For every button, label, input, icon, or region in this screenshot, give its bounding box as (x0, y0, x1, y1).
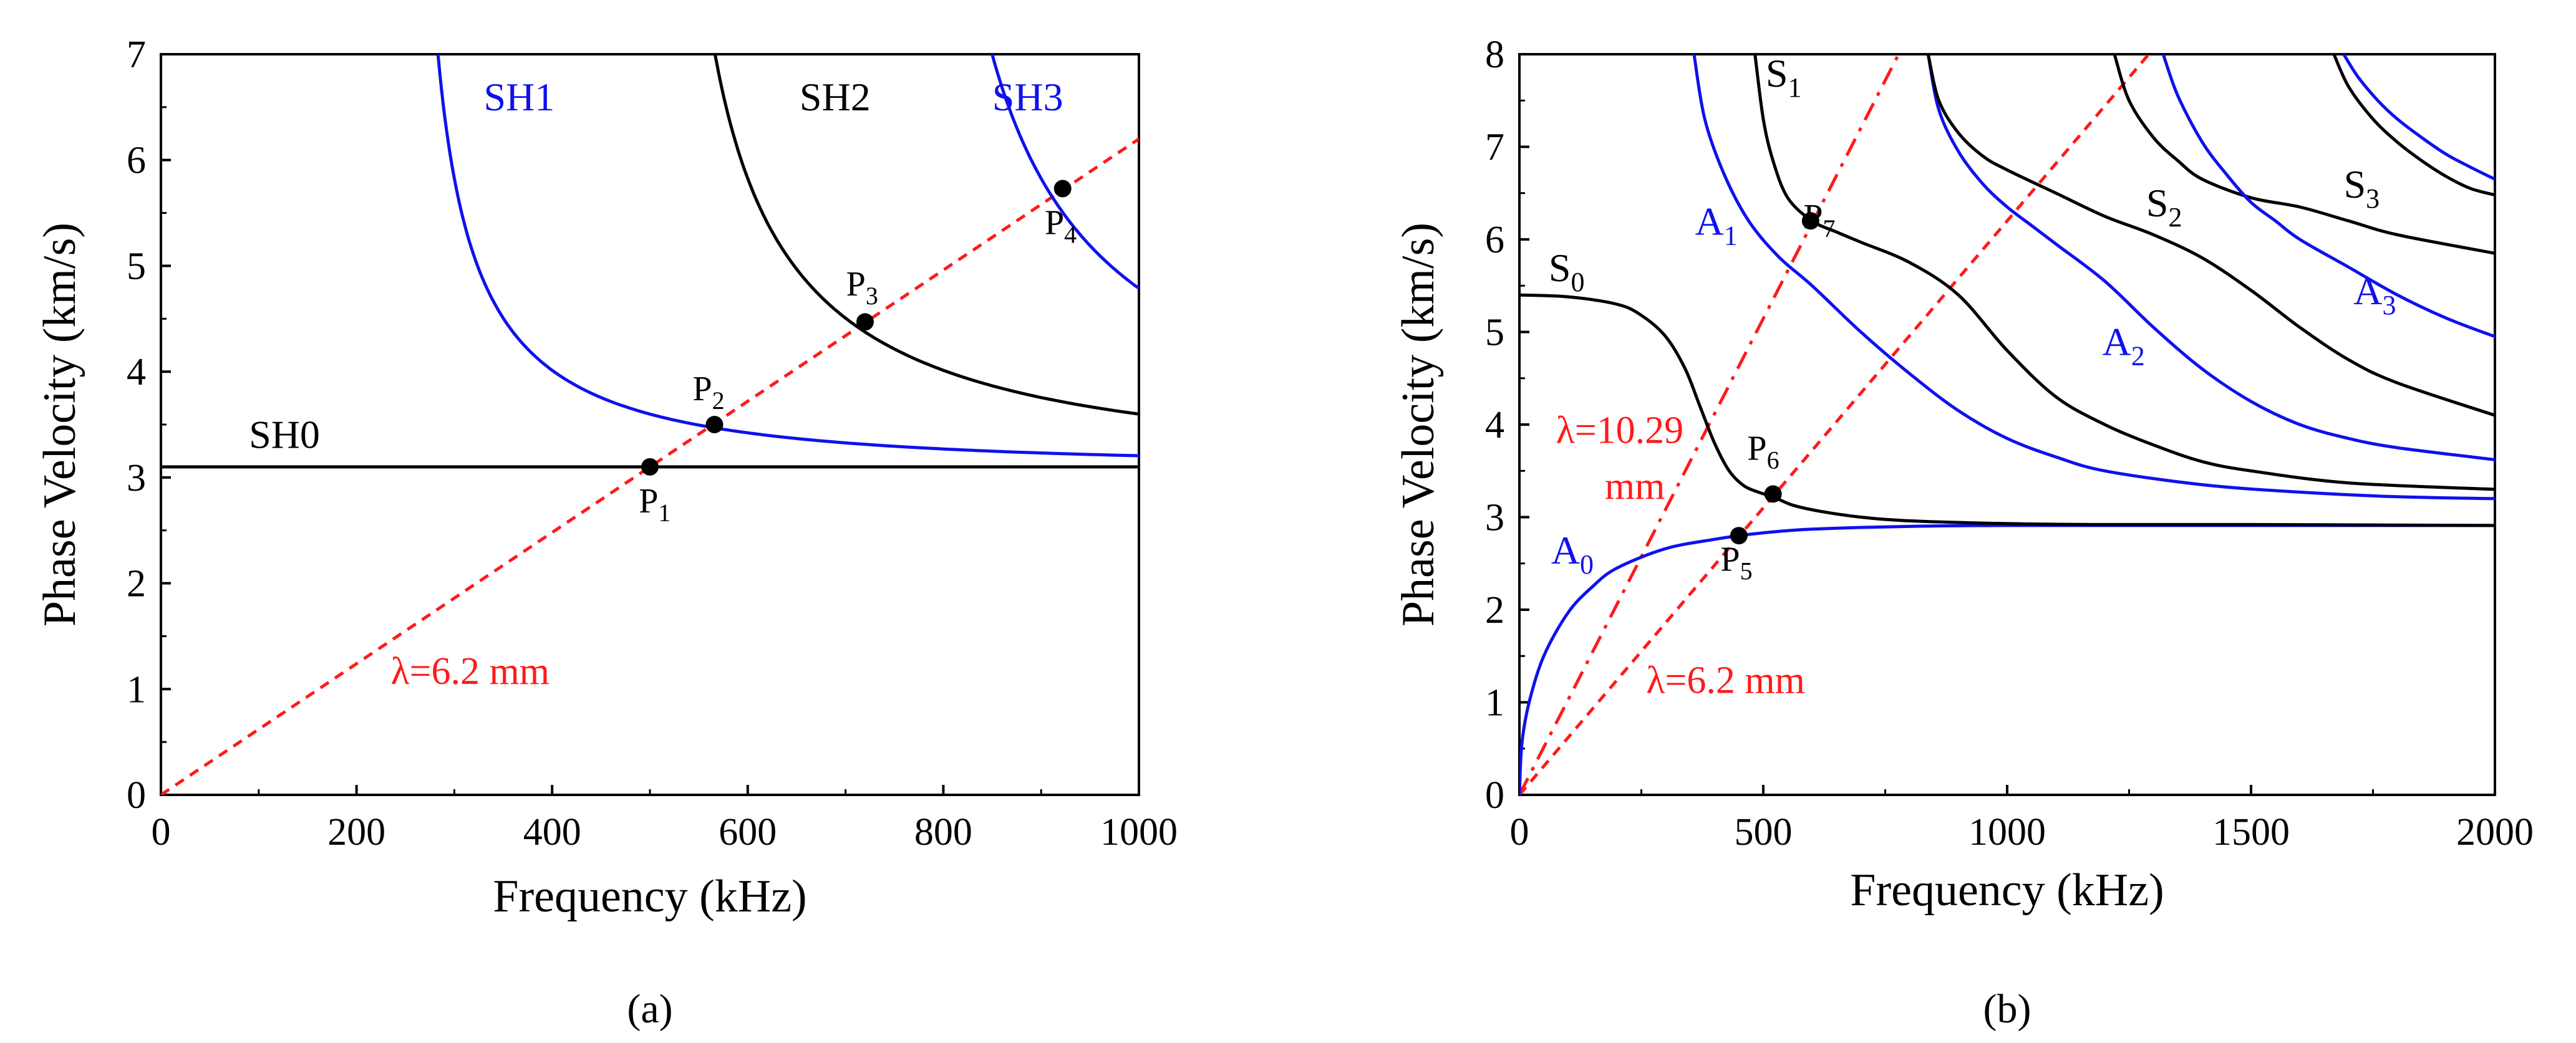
panel-label: (a) (627, 986, 672, 1032)
curve-label: A3 (2353, 269, 2396, 320)
point-p7-marker (1801, 212, 1819, 230)
x-tick-label: 600 (719, 811, 777, 853)
y-tick-label: 1 (127, 668, 146, 711)
series-a1-line (1692, 54, 2495, 501)
y-tick-label: 6 (1485, 219, 1504, 261)
wavelength-annotation: mm (1605, 465, 1665, 507)
panel-label: (b) (1983, 986, 2031, 1032)
point-p3-marker (856, 313, 874, 331)
x-tick-label: 500 (1735, 811, 1793, 853)
x-tick-label: 2000 (2456, 811, 2534, 853)
curve-label: S1 (1766, 51, 1802, 103)
y-tick-label: 4 (1485, 404, 1504, 446)
y-tick-label: 3 (1485, 497, 1504, 539)
x-tick-label: 1000 (1100, 811, 1178, 853)
y-tick-label: 2 (127, 563, 146, 605)
y-tick-label: 6 (127, 140, 146, 182)
y-tick-label: 4 (127, 351, 146, 393)
curve-label: A0 (1551, 528, 1594, 580)
x-tick-label: 400 (523, 811, 581, 853)
point-p4-marker (1053, 180, 1072, 198)
series-a4-line (2342, 54, 2495, 181)
y-axis-title: Phase Velocity (km/s) (34, 223, 85, 627)
curve-label: SH3 (992, 75, 1063, 119)
series-a3-line (2161, 54, 2495, 339)
y-tick-label: 7 (1485, 127, 1504, 169)
series-s3-line (2332, 54, 2495, 197)
y-tick-label: 1 (1485, 682, 1504, 724)
y-axis-title: Phase Velocity (km/s) (1393, 223, 1444, 627)
y-tick-label: 7 (127, 34, 146, 76)
y-tick-label: 0 (127, 774, 146, 817)
wavelength-line (1519, 54, 2151, 795)
series-sh1-line (436, 54, 1139, 458)
point-label: P3 (846, 265, 878, 310)
chart-a: 0 200 400 600 800 1000 0 1 2 3 4 5 6 7 Frequency (kHz)… (34, 34, 1178, 1032)
x-axis-title: Frequency (kHz) (493, 871, 806, 922)
series-sh2-line (713, 54, 1139, 416)
point-label: P4 (1045, 204, 1077, 249)
curve-label: A1 (1695, 199, 1738, 251)
y-tick-label: 0 (1485, 774, 1504, 817)
x-tick-label: 0 (152, 811, 171, 853)
curve-label: S0 (1549, 246, 1585, 297)
point-p6-marker (1764, 485, 1782, 503)
point-label: P7 (1803, 198, 1835, 243)
point-label: P6 (1747, 429, 1779, 474)
curve-label: S3 (2344, 162, 2380, 214)
x-axis-title: Frequency (kHz) (1850, 865, 2164, 916)
series-a2-line (1926, 54, 2495, 461)
y-tick-label: 2 (1485, 589, 1504, 632)
series-s1-line (1753, 54, 2495, 491)
point-p5-marker (1730, 527, 1748, 545)
wavelength-annotation: λ=10.29 (1556, 410, 1684, 452)
x-tick-label: 800 (914, 811, 972, 853)
chart-b: 0 500 1000 1500 2000 0 1 2 3 4 5 6 7 8 Frequency (kHz)… (1393, 34, 2534, 1032)
point-p2-marker (705, 416, 724, 433)
point-label: P1 (639, 482, 671, 527)
x-tick-label: 0 (1510, 811, 1529, 853)
y-tick-label: 3 (127, 457, 146, 499)
wavelength-annotation: λ=6.2 mm (390, 650, 549, 693)
point-label: P5 (1720, 541, 1752, 585)
x-tick-label: 1500 (2212, 811, 2290, 853)
x-tick-label: 1000 (1968, 811, 2046, 853)
curve-label: A2 (2102, 320, 2144, 372)
curve-label: SH0 (249, 412, 320, 456)
y-tick-label: 5 (1485, 312, 1504, 354)
point-label: P2 (693, 370, 725, 415)
y-tick-label: 5 (127, 245, 146, 287)
curve-label: SH2 (800, 75, 871, 119)
x-tick-label: 200 (327, 811, 385, 853)
y-tick-label: 8 (1485, 34, 1504, 76)
wavelength-line (161, 137, 1139, 795)
curve-label: SH1 (483, 75, 554, 119)
wavelength-annotation: λ=6.2 mm (1646, 660, 1804, 702)
series-sh3-line (990, 54, 1139, 290)
point-p1-marker (641, 458, 659, 476)
series-s2-line (1926, 54, 2495, 417)
curve-label: S2 (2146, 181, 2182, 233)
